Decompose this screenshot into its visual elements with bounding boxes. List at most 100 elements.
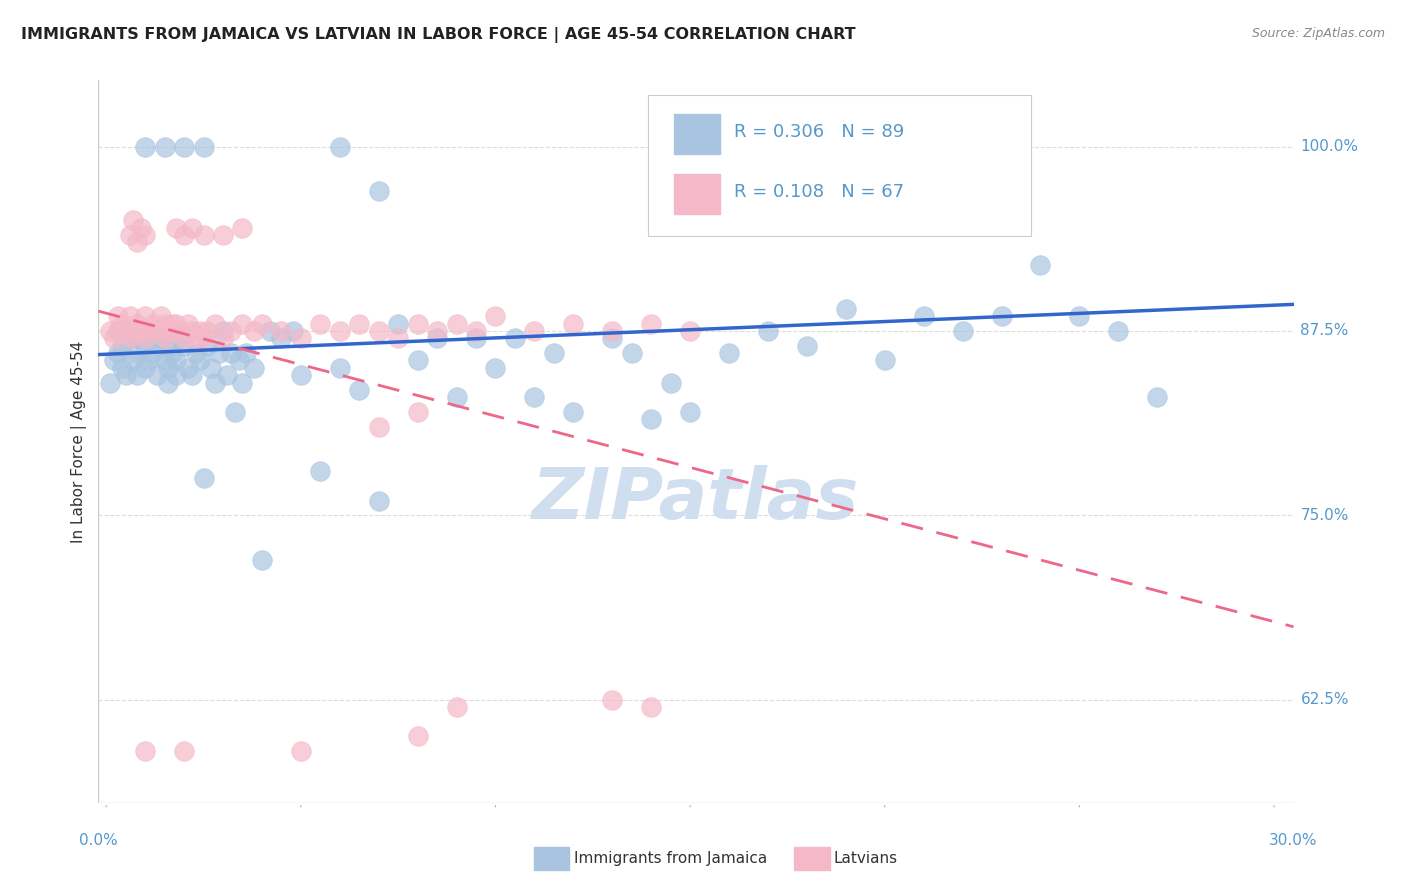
Point [796, 139, 818, 153]
Point [118, 228, 141, 243]
Point [180, 324, 202, 338]
Point [523, 390, 546, 404]
Point [290, 744, 312, 758]
Point [406, 353, 429, 368]
Point [600, 324, 623, 338]
Point [107, 324, 129, 338]
FancyBboxPatch shape [675, 174, 720, 214]
Point [169, 331, 191, 345]
Point [250, 552, 273, 566]
Point [197, 339, 219, 353]
Point [215, 368, 238, 383]
Point [231, 317, 253, 331]
Point [134, 139, 156, 153]
Point [138, 353, 160, 368]
Text: 62.5%: 62.5% [1301, 692, 1348, 707]
Point [835, 301, 858, 316]
Text: 0.0%: 0.0% [79, 833, 118, 848]
Point [134, 228, 156, 243]
Point [1107, 324, 1129, 338]
Point [188, 324, 211, 338]
Point [193, 228, 215, 243]
Point [349, 383, 371, 397]
Point [153, 331, 176, 345]
Point [367, 324, 389, 338]
Point [129, 331, 152, 345]
Point [204, 317, 226, 331]
FancyBboxPatch shape [675, 114, 720, 154]
Point [231, 220, 253, 235]
Point [122, 213, 145, 227]
Point [180, 220, 202, 235]
Point [111, 317, 134, 331]
Point [796, 339, 818, 353]
Point [165, 220, 187, 235]
Point [122, 353, 145, 368]
Point [184, 331, 207, 345]
Point [153, 339, 176, 353]
Point [208, 346, 231, 360]
Text: R = 0.306   N = 89: R = 0.306 N = 89 [734, 123, 904, 141]
Point [193, 331, 215, 345]
Point [114, 324, 136, 338]
Point [134, 744, 156, 758]
Point [231, 376, 253, 390]
Point [659, 376, 682, 390]
Point [406, 730, 429, 744]
Point [153, 317, 176, 331]
Point [173, 139, 195, 153]
Point [149, 331, 172, 345]
Point [127, 317, 149, 331]
Point [600, 331, 623, 345]
Point [250, 317, 273, 331]
Point [149, 309, 172, 323]
Point [446, 700, 468, 714]
Point [224, 405, 246, 419]
Point [111, 339, 134, 353]
Point [543, 346, 565, 360]
Text: ZIPatlas: ZIPatlas [533, 465, 859, 533]
Point [1146, 390, 1168, 404]
Point [952, 324, 974, 338]
Point [197, 324, 219, 338]
Point [146, 324, 169, 338]
Point [446, 317, 468, 331]
Point [200, 360, 222, 375]
Point [193, 471, 215, 485]
Point [162, 324, 184, 338]
Point [157, 360, 180, 375]
Point [270, 324, 292, 338]
Point [523, 324, 546, 338]
FancyBboxPatch shape [648, 95, 1031, 235]
Point [620, 346, 643, 360]
Text: 100.0%: 100.0% [1301, 139, 1358, 154]
Point [107, 309, 129, 323]
Point [465, 324, 488, 338]
Point [212, 228, 235, 243]
Point [129, 324, 152, 338]
Point [212, 331, 235, 345]
Point [118, 309, 141, 323]
Text: 75.0%: 75.0% [1301, 508, 1348, 523]
Point [107, 346, 129, 360]
Y-axis label: In Labor Force | Age 45-54: In Labor Force | Age 45-54 [72, 341, 87, 542]
Point [98, 376, 121, 390]
Point [1029, 258, 1052, 272]
Point [290, 331, 312, 345]
Point [142, 346, 165, 360]
Text: 87.5%: 87.5% [1301, 324, 1348, 338]
Point [153, 139, 176, 153]
Point [309, 464, 332, 478]
Point [367, 184, 389, 198]
Point [270, 331, 292, 345]
Point [165, 368, 187, 383]
Text: Latvians: Latvians [834, 851, 898, 866]
Point [165, 317, 187, 331]
Point [1069, 309, 1091, 323]
Point [290, 368, 312, 383]
Point [235, 346, 257, 360]
Point [465, 331, 488, 345]
Point [367, 493, 389, 508]
Point [127, 368, 149, 383]
Point [243, 324, 266, 338]
